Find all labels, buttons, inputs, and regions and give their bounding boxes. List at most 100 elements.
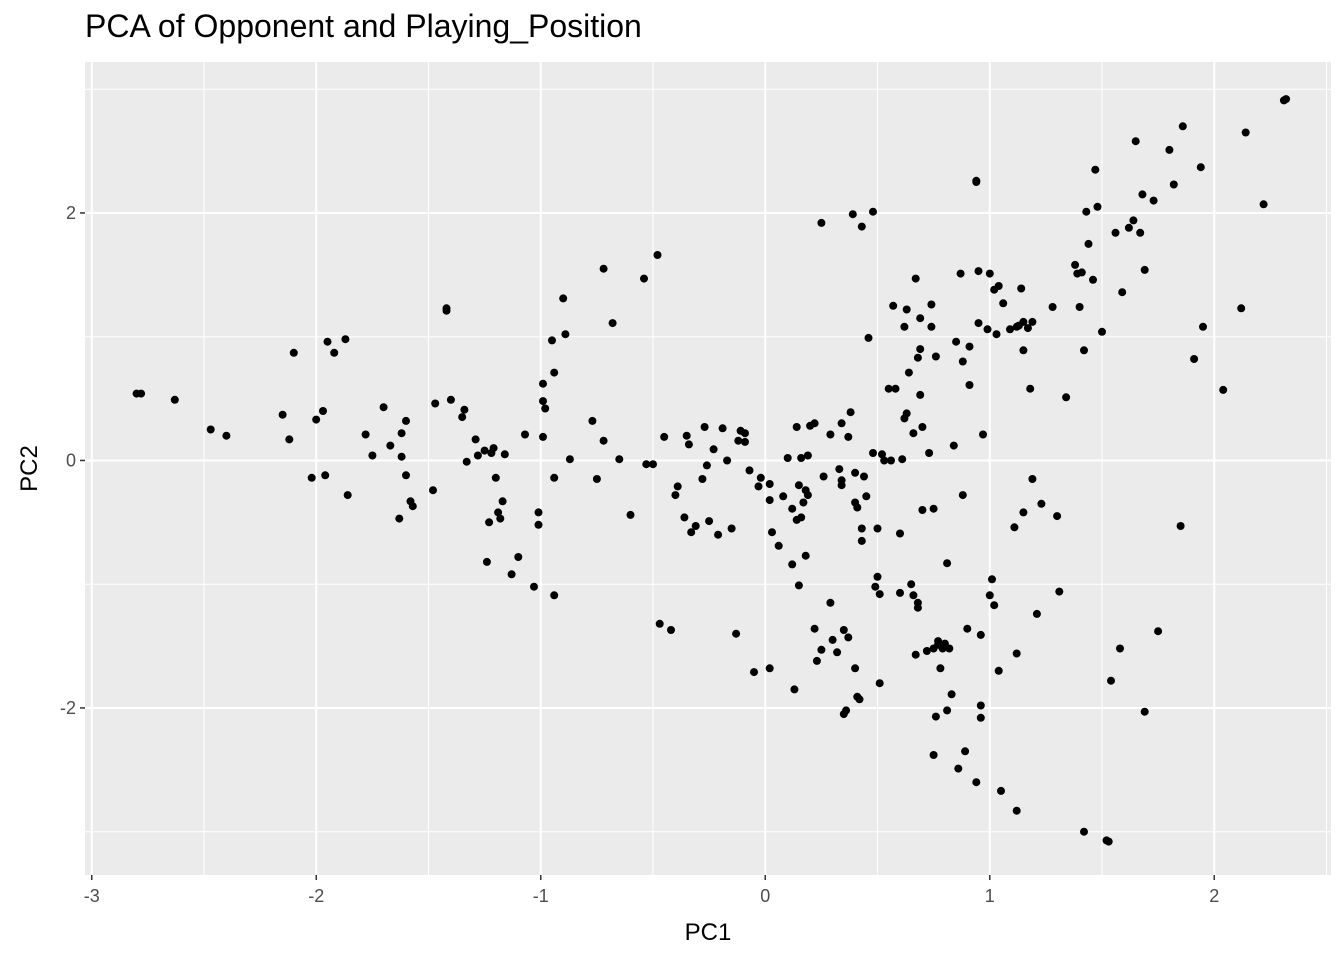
data-point [976, 630, 985, 639]
data-point [687, 528, 696, 537]
data-point [682, 431, 691, 440]
data-point [1084, 239, 1093, 248]
data-point [702, 461, 711, 470]
data-point [429, 486, 437, 495]
data-point [965, 381, 974, 389]
data-point [790, 685, 799, 694]
data-point [431, 399, 440, 408]
data-point [691, 522, 700, 530]
data-point [323, 337, 332, 346]
data-point [954, 764, 963, 773]
data-point [911, 274, 920, 283]
data-point [1012, 649, 1021, 658]
data-point [1023, 324, 1032, 333]
data-point [896, 529, 904, 538]
data-point [1077, 268, 1086, 277]
data-point [1089, 275, 1097, 284]
data-point [943, 559, 952, 568]
data-point [1010, 523, 1019, 532]
data-point [1107, 676, 1115, 685]
data-point [855, 695, 864, 704]
data-point [709, 445, 718, 454]
data-point [1012, 806, 1021, 815]
data-point [792, 423, 801, 431]
major-grid [85, 62, 1331, 875]
data-point [889, 301, 898, 310]
data-point [936, 664, 945, 673]
data-point [530, 582, 538, 591]
data-point [750, 668, 758, 677]
data-point [853, 503, 862, 512]
data-point [1196, 163, 1205, 172]
data-point [756, 473, 765, 482]
data-point [1019, 508, 1028, 517]
data-point [979, 430, 987, 439]
data-point [1199, 322, 1207, 331]
data-point [943, 706, 952, 715]
data-point [801, 551, 810, 560]
data-point [534, 508, 543, 517]
data-point [1032, 609, 1041, 618]
data-point [496, 514, 505, 523]
data-point [673, 482, 682, 491]
data-point [1062, 393, 1071, 402]
data-point [794, 481, 803, 490]
data-point [1104, 837, 1113, 846]
data-point [999, 299, 1008, 308]
data-point [828, 635, 837, 644]
data-point [1190, 355, 1199, 363]
data-point [1006, 325, 1014, 334]
data-point [1131, 137, 1140, 146]
data-point [797, 454, 806, 462]
data-point [1149, 196, 1158, 205]
data-point [500, 450, 509, 459]
data-point [1136, 228, 1145, 237]
data-point [559, 294, 568, 303]
data-point [965, 342, 974, 351]
data-point [873, 524, 882, 533]
y-tick-label: 2 [66, 203, 76, 223]
data-point [812, 656, 821, 665]
data-point [649, 460, 657, 469]
data-point [1098, 327, 1106, 336]
data-point [723, 456, 732, 465]
data-point [846, 408, 855, 417]
data-point [862, 492, 871, 501]
data-point [494, 508, 503, 517]
data-point [768, 528, 776, 537]
data-point [927, 300, 936, 309]
y-axis-title: PC2 [16, 445, 43, 492]
data-point [976, 713, 985, 722]
data-point [875, 679, 884, 688]
data-point [817, 218, 826, 227]
data-point [1093, 202, 1102, 211]
data-point [1028, 475, 1037, 483]
data-point [754, 482, 763, 491]
data-point [408, 502, 417, 511]
data-point [976, 701, 985, 710]
data-point [1176, 522, 1185, 530]
data-point [714, 530, 723, 539]
data-point [718, 424, 727, 433]
data-point [278, 410, 287, 419]
data-point [1138, 190, 1147, 199]
data-point [289, 348, 298, 357]
x-tick-label: -2 [308, 886, 324, 906]
data-point [321, 471, 330, 480]
data-point [684, 440, 693, 449]
data-point [307, 473, 316, 482]
data-point [655, 619, 664, 628]
data-point [994, 666, 1003, 675]
data-point [833, 648, 842, 657]
data-point [835, 465, 844, 474]
data-point [819, 472, 828, 481]
data-point [588, 416, 597, 425]
data-point [931, 712, 940, 721]
data-point [869, 207, 877, 216]
data-point [904, 368, 913, 377]
data-point [1080, 346, 1088, 355]
data-point [880, 456, 889, 465]
data-point [929, 504, 938, 513]
y-tick-label: 0 [66, 450, 76, 470]
